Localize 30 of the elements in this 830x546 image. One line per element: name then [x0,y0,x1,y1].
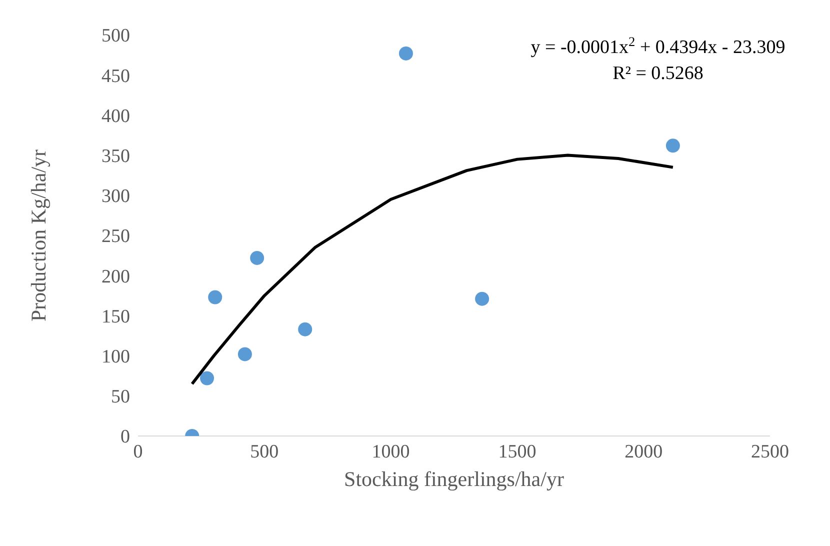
x-axis-title: Stocking fingerlings/ha/yr [344,467,564,491]
point [298,322,312,336]
y-axis-title: Production Kg/ha/yr [26,149,50,322]
x-tick-label: 2000 [624,441,663,462]
x-tick-label: 2500 [751,441,789,462]
point [666,138,680,153]
point [238,347,252,362]
x-tick-label: 500 [250,441,279,462]
point [208,290,222,304]
y-tick-label: 100 [102,346,130,368]
y-tick-label: 200 [102,266,130,288]
point [398,46,413,60]
y-tick-label: 250 [102,226,130,248]
y-tick-label: 50 [111,386,130,408]
y-tick-label: 0 [120,426,130,448]
y-tick-label: 300 [102,186,130,208]
y-tick-label: 350 [102,146,130,168]
point [250,250,264,265]
annotation: R² = 0.5268 [612,63,704,84]
x-tick-label: 1500 [498,441,536,462]
y-tick-label: 150 [102,306,130,328]
y-tick-label: 400 [102,106,130,127]
annotation: y = -0.0001x$^{2}$ + 0.4394x - 23.309 [530,34,786,58]
x-tick-label: 1000 [372,441,410,462]
x-tick-label: 0 [133,441,143,462]
line-series [190,154,674,386]
y-tick-label: 450 [102,66,130,87]
point [475,292,490,306]
y-tick-label: 500 [102,26,130,47]
point [200,371,214,386]
